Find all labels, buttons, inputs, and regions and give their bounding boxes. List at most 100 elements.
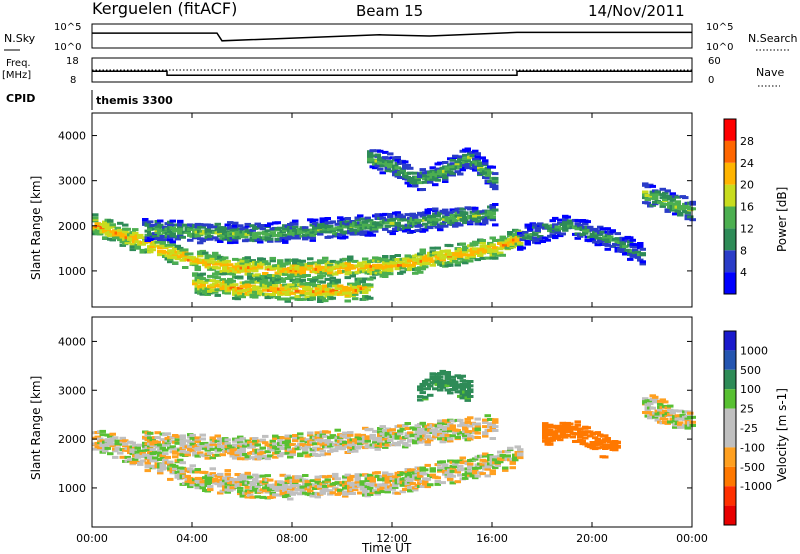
heatmap-cell xyxy=(574,219,581,223)
heatmap-cell xyxy=(379,432,386,436)
heatmap-cell xyxy=(384,169,391,173)
heatmap-cell xyxy=(224,490,231,494)
nave-label: Nave xyxy=(756,66,784,79)
heatmap-cell xyxy=(187,228,194,231)
heatmap-cell xyxy=(394,221,401,225)
heatmap-cell xyxy=(619,240,626,244)
heatmap-cell xyxy=(384,490,391,494)
heatmap-cell xyxy=(347,271,354,275)
heatmap-cell xyxy=(672,425,679,429)
heatmap-cell xyxy=(249,280,256,284)
heatmap-cell xyxy=(549,438,556,442)
heatmap-cell xyxy=(102,236,109,240)
heatmap-cell xyxy=(232,224,239,228)
heatmap-cell xyxy=(194,486,201,490)
heatmap-cell xyxy=(307,433,314,437)
heatmap-cell xyxy=(359,480,366,484)
heatmap-cell xyxy=(244,495,251,499)
heatmap-cell xyxy=(182,255,189,259)
heatmap-cell xyxy=(387,439,394,442)
heatmap-cell xyxy=(262,279,269,283)
heatmap-cell xyxy=(404,254,411,258)
heatmap-cell xyxy=(314,495,321,499)
heatmap-cell xyxy=(437,174,444,178)
heatmap-cell xyxy=(209,267,216,271)
heatmap-cell xyxy=(372,489,379,493)
heatmap-cell xyxy=(482,434,489,438)
heatmap-cell xyxy=(329,434,336,438)
heatmap-cell xyxy=(502,468,509,472)
heatmap-cell xyxy=(537,222,544,226)
heatmap-cell xyxy=(429,372,436,376)
heatmap-cell xyxy=(422,222,429,226)
heatmap-cell xyxy=(527,227,534,231)
heatmap-cell xyxy=(402,160,409,164)
heatmap-cell xyxy=(367,231,374,235)
heatmap-cell xyxy=(367,277,374,281)
heatmap-cell xyxy=(499,235,506,239)
heatmap-cell xyxy=(597,225,604,229)
heatmap-cell xyxy=(247,493,254,497)
heatmap-cell xyxy=(429,473,436,477)
heatmap-cell xyxy=(447,262,454,266)
heatmap-cell xyxy=(644,408,651,412)
heatmap-cell xyxy=(132,457,139,461)
heatmap-cell xyxy=(244,280,251,284)
heatmap-cell xyxy=(462,161,469,165)
heatmap-cell xyxy=(217,445,224,448)
heatmap-cell xyxy=(257,259,264,263)
heatmap-cell xyxy=(492,466,499,470)
heatmap-cell xyxy=(117,230,124,234)
heatmap-cell xyxy=(462,434,469,438)
heatmap-cell xyxy=(144,448,151,452)
heatmap-cell xyxy=(564,226,571,230)
heatmap-cell xyxy=(342,264,349,268)
heatmap-cell xyxy=(179,436,186,440)
y-tick-label: 1000 xyxy=(58,482,86,495)
heatmap-cell xyxy=(582,436,589,440)
heatmap-cell xyxy=(274,447,281,451)
heatmap-cell xyxy=(249,481,256,485)
heatmap-cell xyxy=(432,435,439,439)
heatmap-cell xyxy=(474,431,481,435)
heatmap-cell xyxy=(99,429,106,433)
heatmap-cell xyxy=(247,490,254,494)
heatmap-cell xyxy=(484,168,491,172)
heatmap-cell xyxy=(229,478,236,481)
heatmap-cell xyxy=(599,230,606,234)
heatmap-cell xyxy=(419,188,426,191)
heatmap-cell xyxy=(289,443,296,447)
heatmap-cell xyxy=(274,493,281,497)
heatmap-cell xyxy=(317,447,324,451)
heatmap-cell xyxy=(299,293,306,297)
heatmap-cell xyxy=(177,230,184,234)
heatmap-cell xyxy=(444,219,451,223)
heatmap-cell xyxy=(412,441,419,445)
heatmap-cell xyxy=(444,433,451,437)
heatmap-cell xyxy=(299,487,306,491)
heatmap-cell xyxy=(389,487,396,491)
heatmap-cell xyxy=(237,457,244,461)
heatmap-cell xyxy=(169,243,176,247)
heatmap-cell xyxy=(129,441,136,445)
heatmap-cell xyxy=(239,295,246,299)
heatmap-cell xyxy=(244,485,251,489)
heatmap-cell xyxy=(302,443,309,447)
heatmap-cell xyxy=(409,230,416,233)
heatmap-cell xyxy=(519,238,526,242)
heatmap-cell xyxy=(344,288,351,292)
heatmap-cell xyxy=(127,459,134,463)
heatmap-cell xyxy=(209,442,216,446)
heatmap-cell xyxy=(407,171,414,175)
heatmap-cell xyxy=(157,458,164,461)
heatmap-cell xyxy=(612,242,619,246)
heatmap-cell xyxy=(309,236,316,240)
heatmap-cell xyxy=(217,240,224,243)
heatmap-cell xyxy=(299,290,306,293)
heatmap-cell xyxy=(324,230,331,234)
heatmap-cell xyxy=(459,168,466,172)
heatmap-cell xyxy=(449,375,456,379)
heatmap-cell xyxy=(294,294,301,298)
heatmap-cell xyxy=(544,238,551,242)
heatmap-cell xyxy=(169,445,176,449)
